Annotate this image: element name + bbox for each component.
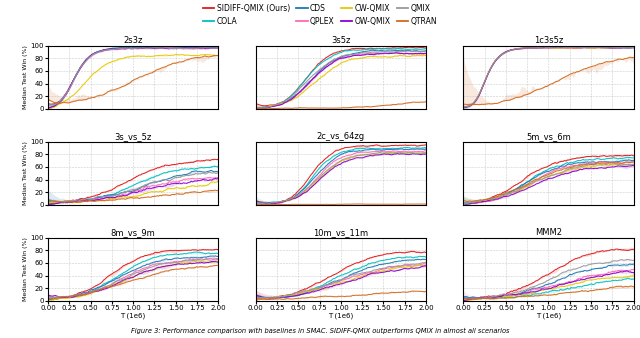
- Title: 1c3s5z: 1c3s5z: [534, 36, 563, 45]
- Title: 10m_vs_11m: 10m_vs_11m: [313, 228, 369, 237]
- Y-axis label: Median Test Win (%): Median Test Win (%): [22, 141, 28, 205]
- Title: 2c_vs_64zg: 2c_vs_64zg: [317, 132, 365, 141]
- Y-axis label: Median Test Win (%): Median Test Win (%): [22, 45, 28, 109]
- Title: 5m_vs_6m: 5m_vs_6m: [526, 132, 571, 141]
- X-axis label: T (1e6): T (1e6): [536, 312, 561, 319]
- Text: Figure 3: Performance comparison with baselines in SMAC. SIDIFF-QMIX outperforms: Figure 3: Performance comparison with ba…: [131, 328, 509, 334]
- Title: 3s_vs_5z: 3s_vs_5z: [115, 132, 152, 141]
- Y-axis label: Median Test Win (%): Median Test Win (%): [22, 237, 28, 301]
- Legend: SIDIFF-QMIX (Ours), COLA, CDS, QPLEX, CW-QMIX, OW-QMIX, QMIX, QTRAN: SIDIFF-QMIX (Ours), COLA, CDS, QPLEX, CW…: [203, 4, 437, 26]
- Title: 2s3z: 2s3z: [124, 36, 143, 45]
- Title: 8m_vs_9m: 8m_vs_9m: [111, 228, 156, 237]
- X-axis label: T (1e6): T (1e6): [328, 312, 353, 319]
- Title: 3s5z: 3s5z: [331, 36, 351, 45]
- Title: MMM2: MMM2: [535, 228, 562, 237]
- X-axis label: T (1e6): T (1e6): [120, 312, 146, 319]
